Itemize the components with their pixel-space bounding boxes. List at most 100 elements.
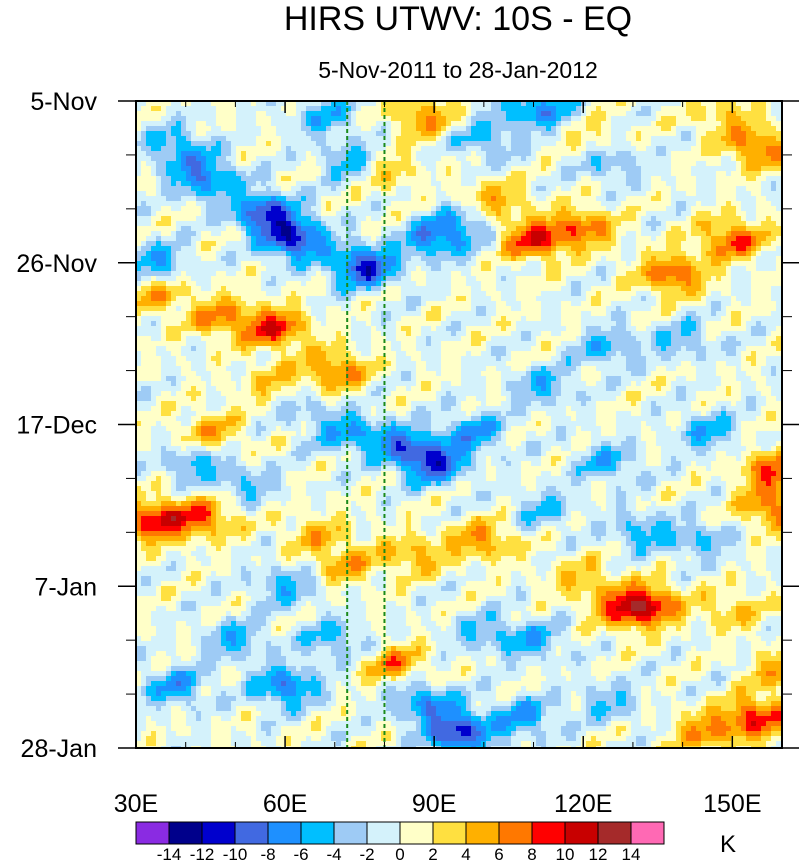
heatmap-cell xyxy=(251,131,257,137)
heatmap-cell xyxy=(436,151,442,157)
heatmap-cell xyxy=(621,171,627,177)
heatmap-cell xyxy=(696,161,702,167)
heatmap-cell xyxy=(651,241,657,247)
heatmap-cell xyxy=(226,181,232,187)
heatmap-cell xyxy=(266,176,272,182)
heatmap-cell xyxy=(581,166,587,172)
heatmap-cell xyxy=(551,191,557,197)
heatmap-cell xyxy=(266,146,272,152)
heatmap-cell xyxy=(136,136,142,142)
heatmap-cell xyxy=(571,166,577,172)
heatmap-cell xyxy=(566,216,572,222)
heatmap-cell xyxy=(546,131,552,137)
heatmap-cell xyxy=(646,136,652,142)
heatmap-cell xyxy=(771,206,777,212)
heatmap-cell xyxy=(236,121,242,127)
heatmap-cell xyxy=(771,236,777,242)
heatmap-cell xyxy=(301,246,307,252)
heatmap-cell xyxy=(761,221,767,227)
heatmap-cell xyxy=(691,201,697,207)
heatmap-cell xyxy=(576,261,582,267)
heatmap-cell xyxy=(551,246,557,252)
heatmap-cell xyxy=(711,206,717,212)
heatmap-cell xyxy=(161,116,167,122)
heatmap-cell xyxy=(486,111,492,117)
heatmap-cell xyxy=(341,196,347,202)
heatmap-cell xyxy=(531,111,537,117)
heatmap-cell xyxy=(456,201,462,207)
heatmap-cell xyxy=(706,121,712,127)
heatmap-cell xyxy=(206,271,212,277)
heatmap-cell xyxy=(361,206,367,212)
heatmap-cell xyxy=(756,176,762,182)
heatmap-cell xyxy=(601,196,607,202)
heatmap-cell xyxy=(536,196,542,202)
heatmap-cell xyxy=(746,116,752,122)
heatmap-cell xyxy=(651,131,657,137)
heatmap-cell xyxy=(261,131,267,137)
heatmap-cell xyxy=(216,151,222,157)
heatmap-cell xyxy=(611,101,617,107)
heatmap-cell xyxy=(146,256,152,262)
heatmap-cell xyxy=(341,156,347,162)
heatmap-cell xyxy=(466,286,472,292)
heatmap-cell xyxy=(341,191,347,197)
heatmap-cell xyxy=(541,256,547,262)
heatmap-cell xyxy=(291,166,297,172)
heatmap-cell xyxy=(516,271,522,277)
heatmap-cell xyxy=(196,266,202,272)
heatmap-cell xyxy=(756,116,762,122)
heatmap-cell xyxy=(506,246,512,252)
heatmap-cell xyxy=(701,201,707,207)
heatmap-cell xyxy=(326,181,332,187)
heatmap-cell xyxy=(681,266,687,272)
heatmap-cell xyxy=(396,286,402,292)
heatmap-cell xyxy=(506,276,512,282)
heatmap-cell xyxy=(331,121,337,127)
heatmap-cell xyxy=(391,291,397,297)
heatmap-cell xyxy=(321,206,327,212)
heatmap-cell xyxy=(401,286,407,292)
heatmap-cell xyxy=(301,151,307,157)
heatmap-cell xyxy=(146,211,152,217)
heatmap-cell xyxy=(701,236,707,242)
heatmap-cell xyxy=(406,281,412,287)
heatmap-cell xyxy=(271,181,277,187)
heatmap-cell xyxy=(436,246,442,252)
heatmap-cell xyxy=(151,206,157,212)
heatmap-cell xyxy=(441,246,447,252)
heatmap-cell xyxy=(756,146,762,152)
heatmap-cell xyxy=(376,126,382,132)
heatmap-cell xyxy=(486,201,492,207)
heatmap-cell xyxy=(481,206,487,212)
heatmap-cell xyxy=(741,211,747,217)
heatmap-cell xyxy=(391,286,397,292)
heatmap-cell xyxy=(771,176,777,182)
heatmap-cell xyxy=(306,226,312,232)
heatmap-cell xyxy=(306,106,312,112)
heatmap-cell xyxy=(561,246,567,252)
heatmap-cell xyxy=(191,221,197,227)
heatmap-cell xyxy=(406,211,412,217)
heatmap-cell xyxy=(286,171,292,177)
heatmap-cell xyxy=(721,186,727,192)
heatmap-cell xyxy=(466,136,472,142)
heatmap-field xyxy=(136,101,782,748)
heatmap-cell xyxy=(691,286,697,292)
heatmap-cell xyxy=(391,241,397,247)
heatmap-cell xyxy=(381,201,387,207)
heatmap-cell xyxy=(736,161,742,167)
heatmap-cell xyxy=(486,181,492,187)
heatmap-cell xyxy=(496,121,502,127)
heatmap-cell xyxy=(731,171,737,177)
heatmap-cell xyxy=(251,276,257,282)
heatmap-cell xyxy=(211,166,217,172)
heatmap-cell xyxy=(346,126,352,132)
heatmap-cell xyxy=(326,176,332,182)
heatmap-cell xyxy=(596,166,602,172)
heatmap-cell xyxy=(421,106,427,112)
heatmap-cell xyxy=(471,241,477,247)
heatmap-cell xyxy=(411,216,417,222)
heatmap-cell xyxy=(726,161,732,167)
heatmap-cell xyxy=(366,171,372,177)
